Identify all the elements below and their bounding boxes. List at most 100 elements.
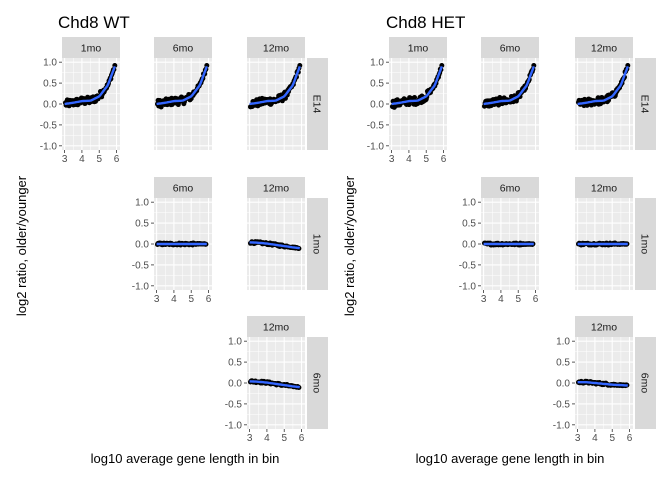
- y-tick-label: 1.0: [228, 337, 242, 348]
- strip-col: [247, 37, 305, 58]
- y-tick-label: 0.5: [135, 219, 149, 230]
- data-point: [412, 94, 418, 100]
- y-tick-label: -1.0: [553, 420, 571, 431]
- x-tick-label: 3: [154, 294, 160, 305]
- strip-row-label: E14: [311, 95, 323, 114]
- x-tick-label: 3: [62, 154, 68, 165]
- y-tick-label: -1.0: [367, 141, 385, 152]
- x-axis-label-left: log10 average gene length in bin: [91, 451, 280, 466]
- facet-panel-6mo-1mo: 6mo 1.0 0.5 0.0 -0.5 -1.0 3 4 5 6: [132, 177, 212, 305]
- strip-row: [307, 58, 328, 150]
- smooth-trend-line: [64, 66, 116, 106]
- x-tick-label: 5: [609, 433, 615, 444]
- strip-col: [247, 177, 305, 198]
- strip-col-label: 12mo: [591, 43, 617, 55]
- strip-col: [481, 37, 539, 58]
- strip-col-label: 6mo: [500, 43, 521, 55]
- strip-col: [575, 37, 633, 58]
- facet-panel-12mo-1mo: 12mo 1mo: [575, 177, 656, 290]
- y-tick-label: -0.5: [132, 260, 150, 271]
- x-tick-label: 4: [79, 154, 85, 165]
- strip-col: [575, 177, 633, 198]
- y-tick-label: 0.0: [462, 240, 476, 251]
- y-axis-label-right: log2 ratio, older/younger: [342, 175, 357, 316]
- y-tick-label: 1.0: [462, 198, 476, 209]
- y-tick-label: -1.0: [40, 141, 58, 152]
- x-tick-label: 6: [206, 294, 212, 305]
- y-tick-label: 0.5: [43, 79, 57, 90]
- y-tick-label: 0.5: [370, 79, 384, 90]
- y-tick-label: -1.0: [225, 420, 243, 431]
- strip-col: [481, 177, 539, 198]
- y-tick-label: 1.0: [556, 337, 570, 348]
- x-tick-label: 6: [299, 433, 305, 444]
- y-tick-label: 0.0: [370, 100, 384, 111]
- y-tick-label: 0.0: [135, 240, 149, 251]
- strip-col-label: 1mo: [81, 43, 102, 55]
- facet-panel-12mo-E14: 12mo E14: [575, 37, 656, 150]
- strip-col-label: 12mo: [263, 43, 289, 55]
- smooth-trend-line: [156, 66, 208, 106]
- x-tick-label: 4: [264, 433, 270, 444]
- strip-row-label: 6mo: [639, 373, 651, 394]
- strip-row: [307, 337, 328, 429]
- strip-col-label: 12mo: [591, 183, 617, 195]
- strip-row-label: 1mo: [639, 234, 651, 255]
- x-tick-label: 5: [281, 433, 287, 444]
- y-tick-label: -0.5: [40, 120, 58, 131]
- y-tick-label: -0.5: [225, 399, 243, 410]
- x-tick-label: 5: [515, 294, 521, 305]
- strip-row-label: 6mo: [311, 373, 323, 394]
- y-tick-label: -0.5: [367, 120, 385, 131]
- smooth-trend-line: [391, 66, 443, 106]
- y-axis-label-left: log2 ratio, older/younger: [14, 175, 29, 316]
- smooth-trend-line: [249, 66, 301, 106]
- x-tick-label: 3: [247, 433, 253, 444]
- smooth-trend-line: [249, 380, 300, 389]
- y-tick-label: -0.5: [553, 399, 571, 410]
- x-tick-label: 6: [627, 433, 633, 444]
- y-tick-label: 1.0: [370, 58, 384, 69]
- strip-col-label: 6mo: [173, 43, 194, 55]
- strip-col-label: 1mo: [408, 43, 429, 55]
- y-tick-label: 0.5: [228, 358, 242, 369]
- x-tick-label: 4: [592, 433, 598, 444]
- strip-col: [575, 316, 633, 337]
- x-tick-label: 4: [171, 294, 177, 305]
- facet-panel-12mo-E14: 12mo E14: [247, 37, 328, 150]
- y-tick-label: 0.0: [228, 379, 242, 390]
- y-tick-label: 0.0: [556, 379, 570, 390]
- strip-col-label: 12mo: [591, 322, 617, 334]
- x-tick-label: 6: [114, 154, 120, 165]
- strip-col: [62, 37, 120, 58]
- strip-row: [635, 58, 656, 150]
- facet-panel-6mo-1mo: 6mo 1.0 0.5 0.0 -0.5 -1.0 3 4 5 6: [459, 177, 539, 305]
- x-tick-label: 6: [441, 154, 447, 165]
- strip-col: [154, 177, 212, 198]
- facet-panel-12mo-6mo: 12mo 6mo 1.0 0.5 0.0 -0.5 -1.0 3 4 5 6: [225, 316, 328, 444]
- smooth-trend-line: [249, 241, 300, 250]
- smooth-trend-line: [577, 381, 628, 387]
- y-tick-label: 1.0: [135, 198, 149, 209]
- x-tick-label: 4: [498, 294, 504, 305]
- strip-col-label: 12mo: [263, 183, 289, 195]
- strip-col-label: 6mo: [173, 183, 194, 195]
- x-tick-label: 5: [423, 154, 429, 165]
- strip-col: [154, 37, 212, 58]
- strip-row-label: 1mo: [311, 234, 323, 255]
- y-tick-label: -1.0: [132, 281, 150, 292]
- strip-col: [389, 37, 447, 58]
- strip-row: [307, 198, 328, 290]
- smooth-trend-line: [483, 66, 535, 106]
- strip-col-label: 12mo: [263, 322, 289, 334]
- y-tick-label: -1.0: [459, 281, 477, 292]
- x-tick-label: 5: [96, 154, 102, 165]
- facet-panel-12mo-1mo: 12mo 1mo: [247, 177, 328, 290]
- y-tick-label: 0.0: [43, 100, 57, 111]
- chart-title-left: Chd8 WT: [58, 13, 130, 32]
- x-tick-label: 3: [575, 433, 581, 444]
- strip-row: [635, 337, 656, 429]
